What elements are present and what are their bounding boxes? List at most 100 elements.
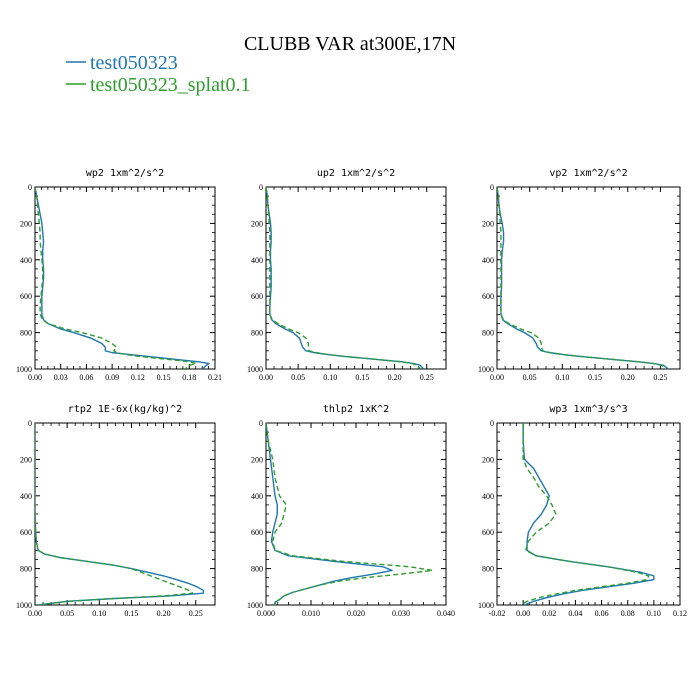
x-tick-label: 0.00 <box>490 373 504 382</box>
panel-4: rtp2 1E-6x(kg/kg)^2 0 200 400 600 800 10000.00… <box>16 404 216 618</box>
y-tick-label: 600 <box>251 292 263 301</box>
y-tick-label: 600 <box>482 528 494 537</box>
series-line-2 <box>35 187 197 369</box>
x-tick-label: 0.10 <box>647 609 661 618</box>
y-tick-label: 600 <box>20 528 32 537</box>
panel-title: rtp2 1E-6x(kg/kg)^2 <box>68 404 182 415</box>
y-tick-label: 400 <box>20 256 32 265</box>
x-tick-label: 0.010 <box>302 609 320 618</box>
legend-label-1: test050323 <box>90 52 178 74</box>
x-tick-label: 0.15 <box>124 609 138 618</box>
panel-title: wp2 1xm^2/s^2 <box>86 168 164 179</box>
x-tick-label: 0.10 <box>555 373 569 382</box>
x-tick-label: 0.04 <box>568 609 582 618</box>
x-tick-label: 0.25 <box>189 609 203 618</box>
x-tick-label: 0.15 <box>157 373 171 382</box>
y-tick-label: 1000 <box>247 365 263 374</box>
x-tick-label: 0.02 <box>542 609 556 618</box>
y-tick-label: 1000 <box>478 365 494 374</box>
x-tick-label: 0.040 <box>437 609 455 618</box>
series-line-2 <box>497 187 667 369</box>
panel-title: vp2 1xm^2/s^2 <box>549 168 627 179</box>
plot-frame <box>496 186 681 370</box>
y-tick-label: 800 <box>482 565 494 574</box>
figure-title: CLUBB VAR at300E,17N <box>244 33 456 55</box>
y-tick-label: 800 <box>251 329 263 338</box>
y-tick-label: 200 <box>20 219 32 228</box>
series-line-1 <box>266 423 393 605</box>
series-line-1 <box>266 187 425 369</box>
y-tick-label: 1000 <box>478 601 494 610</box>
y-tick-label: 400 <box>482 492 494 501</box>
y-tick-label: 600 <box>482 292 494 301</box>
x-tick-label: 0.21 <box>208 373 222 382</box>
y-tick-label: 0 <box>28 183 32 192</box>
series-line-1 <box>497 187 669 369</box>
plot-frame <box>34 422 216 606</box>
x-tick-label: 0.00 <box>516 609 530 618</box>
x-tick-label: 0.25 <box>420 373 434 382</box>
y-tick-label: 200 <box>251 219 263 228</box>
x-tick-label: -0.02 <box>489 609 506 618</box>
x-tick-label: 0.09 <box>105 373 119 382</box>
x-tick-label: 0.06 <box>595 609 609 618</box>
y-tick-label: 200 <box>482 455 494 464</box>
x-tick-label: 0.05 <box>523 373 537 382</box>
x-tick-label: 0.18 <box>182 373 196 382</box>
y-tick-label: 0 <box>259 183 263 192</box>
plot-frame <box>265 422 447 606</box>
y-tick-label: 800 <box>482 329 494 338</box>
y-tick-label: 600 <box>251 528 263 537</box>
y-tick-label: 400 <box>251 492 263 501</box>
x-tick-label: 0.05 <box>60 609 74 618</box>
x-tick-label: 0.10 <box>323 373 337 382</box>
series-line-2 <box>266 423 434 605</box>
y-tick-label: 1000 <box>16 601 32 610</box>
panel-title: thlp2 1xK^2 <box>323 404 389 415</box>
y-tick-label: 0 <box>259 419 263 428</box>
y-tick-label: 800 <box>20 329 32 338</box>
y-tick-label: 800 <box>20 565 32 574</box>
y-tick-label: 600 <box>20 292 32 301</box>
x-tick-label: 0.08 <box>621 609 635 618</box>
legend-label-2: test050323_splat0.1 <box>90 74 251 96</box>
y-tick-label: 1000 <box>16 365 32 374</box>
x-tick-label: 0.20 <box>388 373 402 382</box>
y-tick-label: 400 <box>20 492 32 501</box>
y-tick-label: 200 <box>482 219 494 228</box>
y-tick-label: 400 <box>251 256 263 265</box>
x-tick-label: 0.20 <box>621 373 635 382</box>
x-tick-label: 0.20 <box>157 609 171 618</box>
series-line-2 <box>520 423 650 605</box>
y-tick-label: 400 <box>482 256 494 265</box>
series-line-2 <box>35 423 194 605</box>
y-tick-label: 200 <box>251 455 263 464</box>
panel-title: wp3 1xm^3/s^3 <box>549 404 627 415</box>
legend: test050323 test050323_splat0.1 <box>66 52 251 96</box>
x-tick-label: 0.10 <box>92 609 106 618</box>
y-tick-label: 0 <box>490 419 494 428</box>
y-tick-label: 0 <box>490 183 494 192</box>
y-tick-label: 200 <box>20 455 32 464</box>
panel-6: wp3 1xm^3/s^3 0 200 400 600 800 1000-0.02 0.00 0… <box>478 404 687 618</box>
x-tick-label: 0.030 <box>392 609 410 618</box>
plot-frame <box>34 186 216 370</box>
panel-title: up2 1xm^2/s^2 <box>317 168 395 179</box>
series-line-1 <box>35 423 205 605</box>
x-tick-label: 0.000 <box>257 609 275 618</box>
x-tick-label: 0.020 <box>347 609 365 618</box>
x-tick-label: 0.00 <box>28 609 42 618</box>
x-tick-label: 0.15 <box>355 373 369 382</box>
x-tick-label: 0.12 <box>131 373 145 382</box>
y-tick-label: 800 <box>251 565 263 574</box>
x-tick-label: 0.05 <box>291 373 305 382</box>
x-tick-label: 0.06 <box>79 373 93 382</box>
series-line-2 <box>266 187 421 369</box>
x-tick-label: 0.00 <box>259 373 273 382</box>
